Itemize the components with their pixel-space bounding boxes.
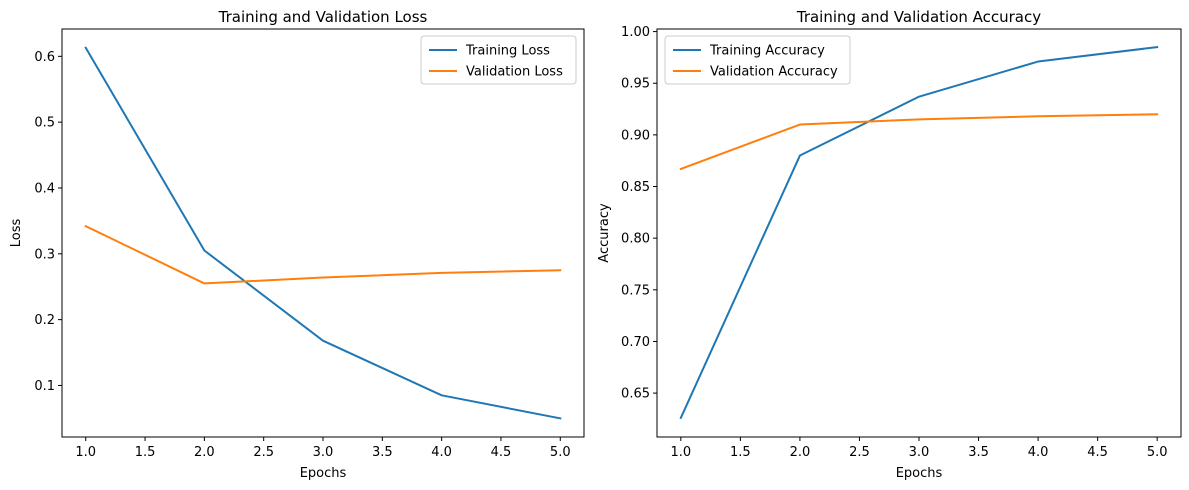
accuracy-x-tick-label: 4.0 — [1028, 445, 1049, 460]
loss-y-tick-label: 0.5 — [34, 116, 55, 131]
loss-series-training-loss-line — [84, 46, 562, 420]
accuracy-x-axis-label: Epochs — [896, 466, 943, 481]
loss-legend: Training Loss Validation Loss — [420, 35, 577, 85]
loss-y-tick-label: 0.1 — [34, 379, 55, 394]
accuracy-series-validation-accuracy-line — [679, 113, 1159, 171]
loss-x-tick-label: 2.0 — [194, 445, 215, 460]
accuracy-legend-label: Training Accuracy — [709, 44, 825, 59]
loss-legend-label: Training Loss — [465, 44, 550, 59]
loss-y-axis-label: Loss — [9, 219, 24, 248]
accuracy-y-tick-label: 0.90 — [621, 128, 650, 143]
accuracy-y-tick-label: 0.80 — [621, 232, 650, 247]
loss-legend-label: Validation Loss — [466, 65, 563, 80]
accuracy-y-tick-label: 1.00 — [621, 25, 650, 40]
accuracy-x-tick-label: 4.5 — [1087, 445, 1108, 460]
loss-x-tick-label: 1.0 — [75, 445, 96, 460]
accuracy-y-axis-label: Accuracy — [597, 203, 612, 263]
accuracy-y-tick-label: 0.70 — [621, 335, 650, 350]
loss-y-tick-label: 0.6 — [34, 50, 55, 65]
loss-y-tick-label: 0.3 — [34, 247, 55, 262]
accuracy-x-tick-label: 5.0 — [1147, 445, 1168, 460]
loss-y-tick-label: 0.2 — [34, 313, 55, 328]
loss-chart-title: Training and Validation Loss — [218, 8, 428, 26]
accuracy-chart: 1.0 1.5 2.0 2.5 3.0 3.5 4.0 4.5 5.0 0.65 0.70 0.75 0… — [597, 8, 1182, 481]
loss-x-tick-label: 3.0 — [313, 445, 334, 460]
accuracy-x-tick-label: 2.5 — [849, 445, 870, 460]
loss-x-axis-label: Epochs — [300, 466, 347, 481]
accuracy-chart-title: Training and Validation Accuracy — [796, 8, 1041, 26]
accuracy-x-tick-label: 3.0 — [909, 445, 930, 460]
accuracy-legend-box — [664, 35, 851, 85]
loss-x-tick-label: 1.5 — [135, 445, 156, 460]
accuracy-legend: Training Accuracy Validation Accuracy — [664, 35, 851, 85]
accuracy-x-tick-label: 1.0 — [670, 445, 691, 460]
accuracy-x-tick-label: 3.5 — [968, 445, 989, 460]
loss-x-tick-label: 4.0 — [431, 445, 452, 460]
accuracy-x-tick-label: 1.5 — [730, 445, 751, 460]
loss-x-tick-label: 5.0 — [550, 445, 571, 460]
accuracy-legend-label: Validation Accuracy — [710, 65, 838, 80]
loss-x-tick-label: 2.5 — [253, 445, 274, 460]
accuracy-series-training-accuracy-line — [679, 45, 1159, 420]
accuracy-y-tick-label: 0.85 — [621, 180, 650, 195]
accuracy-y-tick-label: 0.65 — [621, 387, 650, 402]
loss-y-tick-label: 0.4 — [34, 181, 55, 196]
loss-chart: 1.0 1.5 2.0 2.5 3.0 3.5 4.0 4.5 5.0 0.1 0.2 0.3 0.4 0… — [9, 8, 585, 481]
loss-series-validation-loss-line — [84, 224, 562, 285]
accuracy-y-tick-label: 0.75 — [621, 283, 650, 298]
loss-x-tick-label: 4.5 — [491, 445, 512, 460]
accuracy-x-tick-label: 2.0 — [790, 445, 811, 460]
loss-legend-box — [420, 35, 577, 85]
accuracy-y-tick-label: 0.95 — [621, 77, 650, 92]
loss-x-tick-label: 3.5 — [372, 445, 393, 460]
